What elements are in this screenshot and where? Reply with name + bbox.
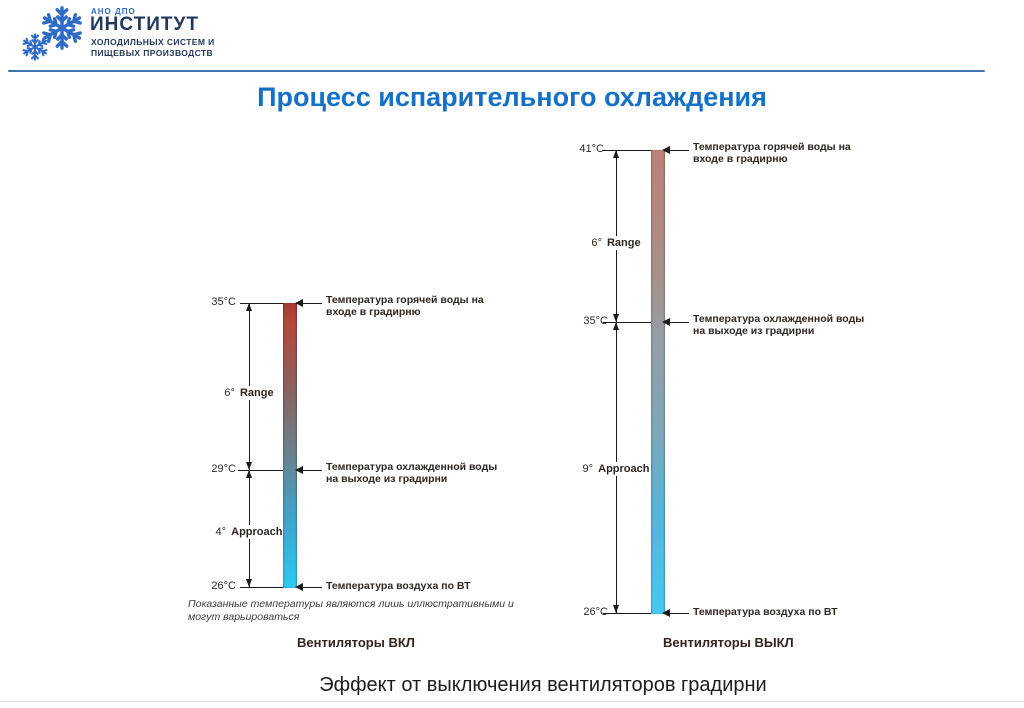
bottom-divider — [0, 701, 1024, 702]
right-tick-top — [603, 150, 651, 151]
left-tick-mid — [238, 470, 283, 471]
right-temp-bottom: 26°C — [583, 606, 608, 618]
logo-org-type: АНО ДПО — [91, 7, 136, 16]
left-range-label: 6° Range — [209, 386, 289, 400]
right-temp-mid: 35°C — [583, 315, 608, 327]
left-annotation-cold: Температура охлажденной воды на выходе из… — [326, 461, 498, 485]
right-temp-top: 41°C — [579, 143, 604, 155]
left-arrow-cold — [295, 466, 322, 474]
left-annotation-hot: Температура горячей воды на входе в гради… — [326, 294, 484, 318]
right-arrow-cold — [662, 318, 689, 326]
right-tick-bottom — [603, 613, 651, 614]
right-annotation-air: Температура воздуха по ВТ — [693, 606, 838, 618]
left-arrow-air — [295, 583, 322, 591]
left-temp-top: 35°C — [211, 296, 236, 308]
right-caption-fans-off: Вентиляторы ВЫКЛ — [663, 635, 794, 650]
snowflake-icon-small — [21, 33, 49, 61]
illustrative-note: Показанные температуры являются лишь илл… — [188, 598, 514, 623]
left-approach-label: 4° Approach — [199, 525, 299, 539]
logo-subtitle-line1: ХОЛОДИЛЬНЫХ СИСТЕМ И — [91, 37, 215, 47]
right-arrow-hot — [662, 146, 689, 154]
page-title: Процесс испарительного охлаждения — [257, 82, 767, 112]
right-range-label: 6° Range — [576, 236, 656, 250]
left-arrow-hot — [295, 299, 322, 307]
left-temperature-gradient-bar — [283, 303, 297, 588]
right-arrow-air — [662, 609, 689, 617]
right-annotation-cold: Температура охлажденной воды на выходе из… — [693, 313, 865, 337]
slide-subtitle: Эффект от выключения вентиляторов градир… — [319, 674, 767, 696]
left-tick-bottom — [240, 587, 283, 588]
logo-name: ИНСТИТУТ — [90, 14, 199, 35]
right-tick-mid — [603, 322, 651, 323]
header-divider — [8, 70, 985, 72]
logo-subtitle-line2: ПИЩЕВЫХ ПРОИЗВОДСТВ — [91, 48, 214, 58]
right-annotation-hot: Температура горячей воды на входе в гради… — [693, 141, 851, 165]
right-approach-label: 9° Approach — [566, 462, 666, 476]
right-temperature-gradient-bar — [651, 150, 665, 614]
left-annotation-air: Температура воздуха по ВТ — [326, 580, 471, 592]
left-temp-bottom: 26°C — [211, 580, 236, 592]
left-caption-fans-on: Вентиляторы ВКЛ — [297, 635, 415, 650]
left-tick-top — [240, 303, 283, 304]
left-temp-mid: 29°C — [211, 463, 236, 475]
